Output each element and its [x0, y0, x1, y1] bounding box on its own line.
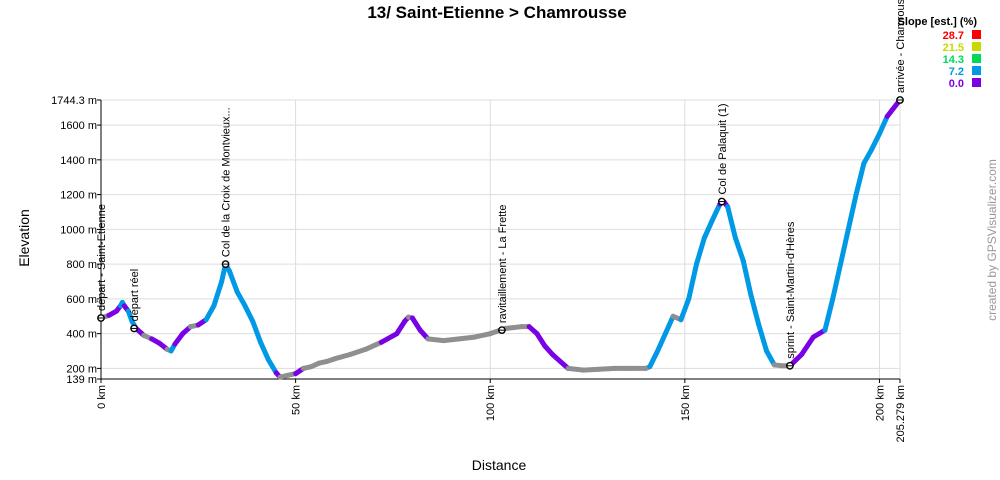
x-tick-label: 50 km: [291, 385, 303, 415]
profile-segment: [853, 160, 867, 198]
profile-segment: [425, 336, 447, 344]
profile-segment: [332, 351, 353, 362]
waypoint-label: arrivée - Chamrousse: [895, 0, 907, 93]
profile-segment: [581, 366, 602, 373]
profile-segment: [596, 365, 618, 372]
y-axis-title: Elevation: [16, 209, 32, 267]
x-tick-label: 100 km: [485, 385, 497, 421]
profile-segment: [211, 278, 225, 309]
y-tick-label: 600 m: [66, 294, 97, 306]
grid: [97, 99, 901, 383]
profile-segment: [799, 334, 816, 357]
profile-segment: [203, 303, 217, 323]
profile-segment: [694, 235, 707, 267]
profile-segment: [234, 289, 248, 309]
profile-segment: [662, 313, 676, 337]
slope-legend: Slope [est.] (%) 28.721.514.37.20.0: [898, 16, 981, 90]
y-tick-label: 139 m: [66, 374, 97, 386]
legend-swatch: [972, 30, 981, 39]
profile-segment: [265, 357, 279, 376]
profile-segment: [861, 146, 875, 166]
legend-swatch: [972, 66, 981, 75]
elevation-profile: [98, 97, 903, 380]
y-tick-label: 1400 m: [60, 155, 97, 167]
profile-segment: [876, 113, 890, 137]
y-tick-label: 200 m: [66, 363, 97, 375]
profile-segment: [830, 261, 844, 302]
legend-value: 7.2: [949, 66, 964, 78]
profile-segment: [441, 336, 462, 344]
profile-segment: [678, 296, 692, 323]
y-tick-label: 800 m: [66, 259, 97, 271]
y-tick-label: 1744.3 m: [51, 95, 97, 107]
profile-segment: [869, 131, 882, 152]
profile-segment: [748, 292, 762, 328]
profile-segment: [732, 235, 746, 264]
profile-segment: [242, 303, 256, 324]
profile-segment: [822, 296, 836, 333]
legend-title: Slope [est.] (%): [898, 16, 978, 28]
profile-segment: [647, 348, 661, 370]
profile-segment: [764, 348, 777, 368]
profile-segment: [740, 258, 754, 298]
chart-title: 13/ Saint-Etienne > Chamrousse: [367, 3, 626, 22]
x-tick-labels: 0 km 50 km 100 km 150 km 200 km 205.279 km: [96, 385, 907, 442]
profile-segment: [838, 226, 851, 267]
waypoint-label: départ réel: [129, 269, 141, 322]
waypoint-label: sprint - Saint-Martin-d'Hères: [785, 221, 797, 359]
legend-swatch: [972, 42, 981, 51]
legend-value: 21.5: [943, 42, 964, 54]
profile-segment: [258, 339, 271, 363]
waypoint-label: ravitaillement - La Frette: [497, 205, 509, 324]
y-tick-label: 400 m: [66, 329, 97, 341]
waypoint-markers: départ - Saint-Etienne départ réel Col de …: [96, 0, 907, 370]
x-tick-label: 200 km: [874, 385, 886, 421]
x-axis-title: Distance: [472, 457, 527, 473]
legend-swatch: [972, 78, 981, 87]
y-tick-label: 1600 m: [60, 120, 97, 132]
profile-segment: [363, 339, 384, 352]
waypoint-label: Col de Palaquit (1): [717, 103, 729, 194]
legend-value: 28.7: [943, 30, 964, 42]
x-tick-label: 150 km: [680, 385, 692, 421]
waypoint-label: départ - Saint-Etienne: [96, 204, 108, 311]
credit-text: created by GPSVisualizer.com: [985, 159, 999, 321]
profile-segment: [655, 331, 668, 354]
profile-segment: [686, 261, 700, 302]
profile-segment: [845, 192, 859, 232]
profile-segment: [250, 318, 264, 345]
y-tick-label: 1000 m: [60, 224, 97, 236]
profile-segment: [378, 331, 400, 345]
legend-value: 14.3: [943, 54, 964, 66]
x-tick-label: 0 km: [96, 385, 108, 409]
profile-segment: [347, 346, 369, 357]
legend-swatch: [972, 54, 981, 63]
profile-segment: [756, 322, 770, 354]
profile-segment: [565, 365, 587, 373]
profile-segment: [456, 334, 478, 342]
waypoint-label: Col de la Croix de Montvieux...: [221, 107, 233, 257]
legend-value: 0.0: [949, 78, 964, 90]
profile-segment: [503, 324, 524, 331]
y-tick-label: 1200 m: [60, 190, 97, 202]
profile-segment: [709, 201, 723, 224]
x-tick-label: 205.279 km: [895, 385, 907, 442]
profile-segment: [472, 331, 493, 340]
profile-segment: [701, 218, 715, 241]
profile-segment: [725, 204, 738, 241]
profile-segment: [226, 268, 240, 295]
